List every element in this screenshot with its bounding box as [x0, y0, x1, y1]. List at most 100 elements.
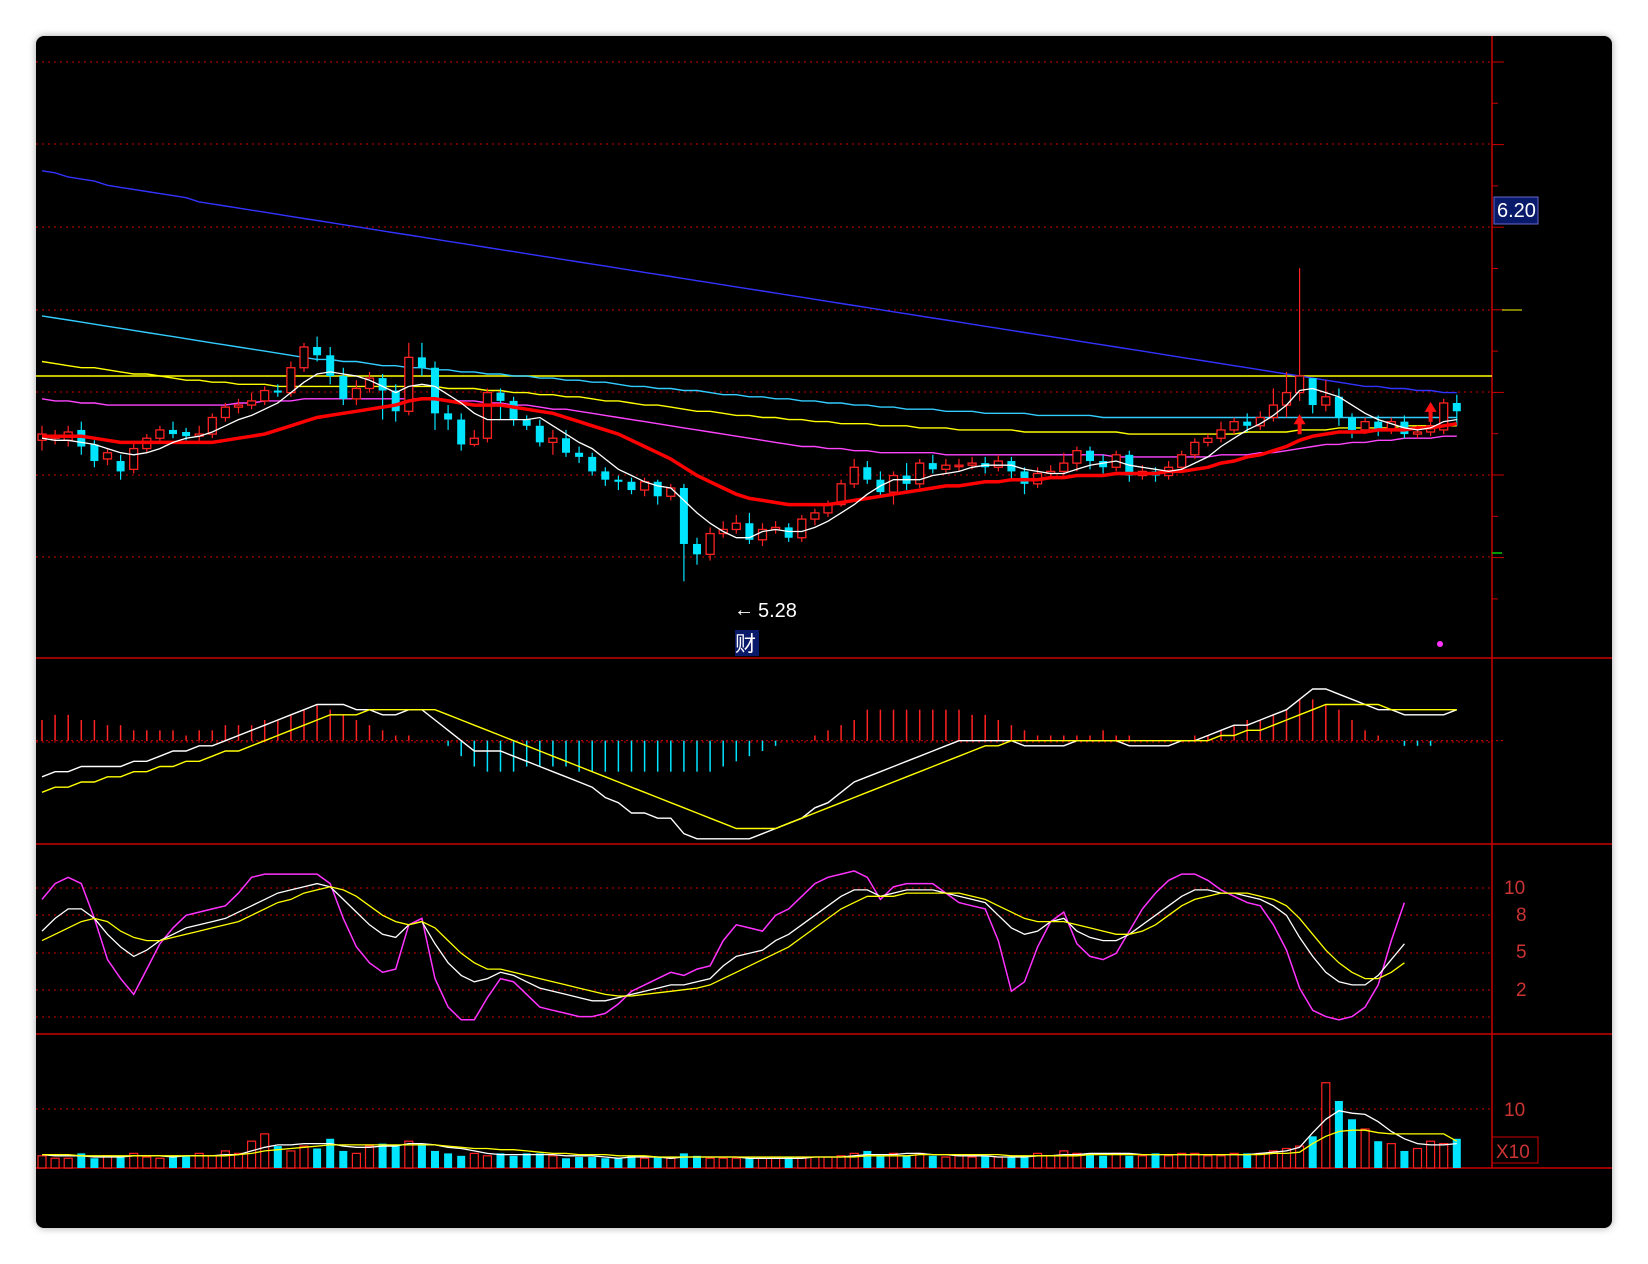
volume-bar: [247, 1140, 257, 1169]
candle-body: [705, 532, 715, 555]
volume-bar: [326, 1138, 335, 1168]
volume-tick-label: 10: [1504, 1100, 1525, 1121]
candle: [1190, 438, 1200, 459]
candle-body: [1268, 404, 1279, 419]
candle: [666, 483, 676, 501]
candle-body: [207, 416, 217, 435]
candle: [1452, 394, 1461, 426]
candle: [220, 402, 231, 422]
candle-body: [169, 429, 177, 435]
candle: [1216, 421, 1226, 443]
candle-body: [588, 456, 597, 472]
volume-bar: [745, 1158, 754, 1168]
ma250-line: [41, 315, 1457, 419]
candle-body: [220, 406, 231, 419]
volume-bar: [220, 1150, 230, 1169]
volume-bar: [1086, 1153, 1094, 1168]
candle-body: [457, 419, 466, 445]
candle: [260, 386, 270, 406]
volume-ma10-line: [42, 1129, 1458, 1158]
candle: [849, 458, 859, 488]
candle: [705, 527, 715, 561]
candle-body: [1229, 420, 1239, 431]
candle: [535, 419, 544, 447]
volume-bar: [1190, 1152, 1200, 1169]
volume-bar: [496, 1153, 505, 1168]
volume-bar: [1439, 1143, 1449, 1169]
candle-body: [129, 447, 139, 470]
candle-body: [575, 452, 584, 457]
volume-bar: [1294, 1145, 1305, 1169]
volume-bar: [378, 1143, 387, 1168]
candle: [757, 523, 768, 547]
right-axis: [1492, 61, 1522, 600]
candle: [444, 405, 453, 430]
event-badge-box[interactable]: [735, 630, 759, 656]
candle-body: [1059, 462, 1069, 473]
volume-bar: [482, 1155, 492, 1169]
candle-body: [967, 462, 977, 466]
volume-bar: [116, 1157, 125, 1168]
candle: [993, 454, 1003, 472]
candle: [207, 413, 217, 439]
candle: [509, 396, 518, 426]
candle-body: [1177, 454, 1187, 468]
candle-body: [993, 460, 1003, 468]
candle-body: [757, 528, 768, 541]
candle-body: [863, 467, 872, 480]
low-price-label: 5.28: [758, 600, 797, 622]
candle-body: [496, 392, 505, 401]
candle-body: [1294, 375, 1305, 394]
candle: [693, 537, 701, 565]
low-arrow: ←: [734, 599, 754, 621]
candle: [1308, 378, 1317, 414]
candle: [1046, 465, 1056, 478]
candle-body: [313, 347, 322, 356]
volume-bar: [1452, 1138, 1461, 1168]
candle-body: [1243, 421, 1252, 426]
candle-body: [1203, 437, 1213, 444]
candle-body: [522, 419, 531, 426]
candle: [575, 446, 584, 464]
candle: [1348, 413, 1356, 439]
event-badge[interactable]: 财: [735, 633, 756, 656]
candle-body: [731, 522, 741, 531]
volume-bar: [876, 1155, 885, 1168]
candle-body: [614, 479, 623, 482]
volume-bar: [1360, 1128, 1370, 1169]
candle: [116, 454, 125, 480]
volume-bar: [1386, 1143, 1396, 1169]
volume-bar: [1412, 1147, 1423, 1169]
candle: [653, 479, 662, 505]
candle-body: [693, 543, 701, 555]
volume-bar: [1125, 1155, 1134, 1168]
volume-bar: [1268, 1150, 1279, 1169]
volume-bar: [1321, 1082, 1331, 1169]
volume-bar: [575, 1157, 584, 1168]
candle: [273, 384, 282, 397]
volume-bar: [404, 1140, 414, 1169]
candle-body: [116, 461, 125, 472]
candle: [155, 425, 165, 443]
candle-body: [888, 474, 899, 493]
volume-bar: [954, 1155, 964, 1169]
candle-body: [233, 404, 244, 408]
volume-bar: [941, 1156, 951, 1169]
candle: [902, 463, 911, 491]
candle-body: [1086, 450, 1094, 462]
candle: [326, 347, 335, 385]
volume-bar: [757, 1157, 768, 1169]
ma60-line: [41, 398, 1457, 458]
candle: [745, 512, 754, 544]
volume-bar: [1046, 1155, 1056, 1169]
volume-bar: [666, 1157, 676, 1169]
candle-body: [1321, 396, 1331, 406]
volume-bar: [1229, 1152, 1239, 1169]
candle: [1334, 388, 1343, 426]
candle-body: [155, 429, 165, 439]
candle-body: [469, 437, 479, 446]
volume-bar: [1163, 1155, 1174, 1169]
candle: [129, 442, 139, 474]
volume-bar: [810, 1156, 820, 1169]
candle: [1203, 434, 1213, 447]
